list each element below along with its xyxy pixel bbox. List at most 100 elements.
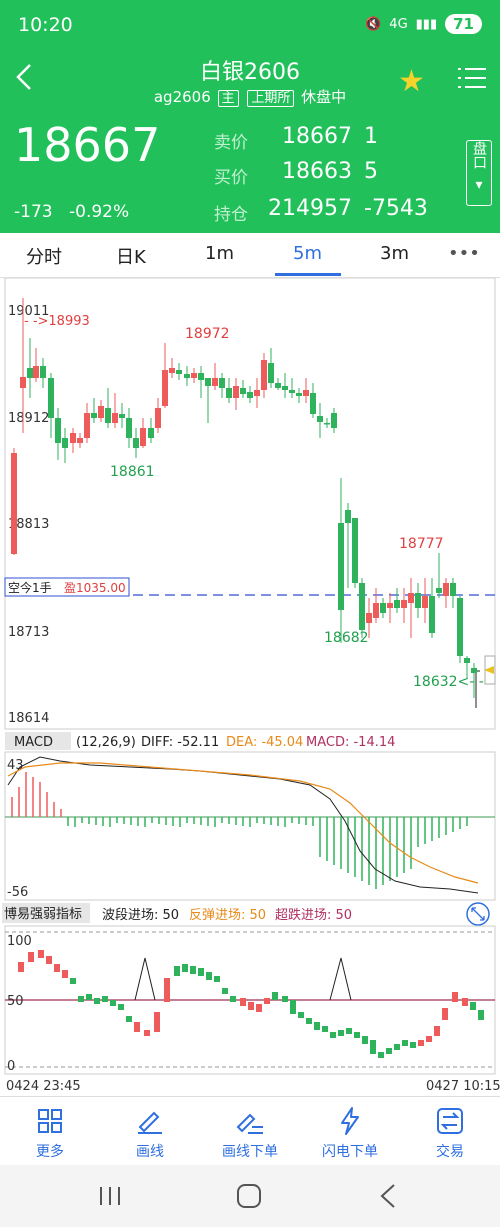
tab-1m[interactable]: 1m: [205, 243, 234, 264]
ind-bar-5: [62, 970, 68, 978]
trade-label: 交易: [436, 1144, 464, 1160]
tab-fenshi[interactable]: 分时: [26, 247, 62, 268]
candle-11: [91, 398, 97, 423]
ind-bar-9: [94, 998, 100, 1004]
indicator-s1: 波段进场: 50: [102, 908, 179, 923]
draw-order-label: 画线下单: [222, 1144, 278, 1160]
candle-36: [268, 348, 274, 388]
status-icons: 🔇 4G ▮▮▮ 71: [365, 14, 482, 34]
ind-bar-46: [402, 1040, 408, 1046]
candle-43: [317, 403, 323, 438]
ind-bar-36: [322, 1026, 328, 1032]
candle-34: [254, 378, 260, 408]
strength-indicator-panel[interactable]: 博易强弱指标 波段进场: 50 反弹进场: 50 超跌进场: 50 100 50…: [0, 902, 500, 1094]
ind-bar-33: [298, 1012, 304, 1018]
ind-bar-23: [214, 976, 220, 982]
bid-label: 买价: [214, 168, 248, 188]
pankou-button[interactable]: 盘口▾: [466, 140, 492, 206]
candle-15: [119, 403, 125, 428]
grid-icon: [38, 1109, 62, 1133]
macd-panel[interactable]: MACD (12,26,9) DIFF: -52.11 DEA: -45.04 …: [0, 731, 500, 901]
flash-order-button[interactable]: 闪电下单: [300, 1105, 400, 1161]
candle-32: [240, 380, 246, 398]
ind-bar-38: [338, 1030, 344, 1036]
candle-57: [415, 583, 421, 618]
ind-bar-45: [394, 1044, 400, 1050]
candle-52: [380, 598, 386, 618]
favorite-star-icon[interactable]: ★: [398, 64, 425, 99]
ind-bar-53: [462, 998, 468, 1006]
candle-10: [84, 403, 90, 443]
indicator-s3: 超跌进场: 50: [275, 907, 352, 923]
candle-37: [275, 378, 281, 390]
ind-bar-3: [46, 956, 52, 964]
time-end: 0427 10:15: [426, 1079, 500, 1094]
anno-last: 18632<- -: [413, 674, 484, 690]
indicator-name[interactable]: 博易强弱指标: [4, 907, 82, 922]
ind-bar-40: [354, 1032, 360, 1038]
candle-60: [436, 553, 442, 598]
candle-58: [422, 578, 428, 623]
candle-19: [148, 418, 154, 443]
more-label: 更多: [36, 1144, 64, 1160]
draw-line-button[interactable]: 画线: [100, 1105, 200, 1161]
macd-value: MACD: -14.14: [306, 735, 395, 750]
ind-bar-34: [306, 1018, 312, 1024]
back-nav-icon[interactable]: [378, 1183, 398, 1209]
draw-order-button[interactable]: 画线下单: [200, 1105, 300, 1161]
ind-bar-52: [452, 992, 458, 1002]
ind-y-50: 50: [7, 994, 24, 1009]
trade-button[interactable]: 交易: [400, 1105, 500, 1161]
candle-6: [55, 408, 61, 460]
macd-histogram: [11, 772, 468, 889]
candlestick-chart[interactable]: 19011 18912 18813 18713 18614 空今1手 盈1035…: [0, 278, 500, 730]
home-icon[interactable]: [236, 1183, 262, 1209]
macd-name[interactable]: MACD: [14, 735, 53, 750]
candle-48: [352, 518, 358, 588]
candle-1: [20, 298, 26, 433]
signal-icon: ▮▮▮: [415, 16, 438, 32]
ind-bar-31: [282, 996, 288, 1002]
y-tick-18713: 18713: [8, 625, 49, 640]
candle-59: [429, 578, 435, 638]
position-label: 空今1手: [8, 580, 52, 595]
lightning-icon: [341, 1107, 359, 1135]
oi-label: 持仓: [214, 205, 248, 225]
ind-bar-17: [164, 978, 170, 1002]
candle-28: [212, 363, 218, 390]
macd-params: (12,26,9): [76, 735, 136, 750]
ind-bar-35: [314, 1022, 320, 1030]
market-status: 休盘中: [301, 88, 347, 106]
ask-volume: 1: [364, 124, 378, 149]
candle-53: [387, 593, 393, 623]
y-tick-18912: 18912: [8, 411, 49, 426]
ask-price: 18667: [282, 124, 352, 149]
ind-bar-11: [110, 1000, 116, 1006]
candle-25: [191, 368, 197, 383]
position-pnl: 盈1035.00: [64, 581, 126, 595]
candle-42: [310, 383, 316, 418]
candle-3: [33, 348, 39, 382]
ind-bar-0: [18, 962, 24, 972]
back-icon[interactable]: [10, 62, 40, 92]
recent-apps-icon[interactable]: [98, 1185, 122, 1207]
more-tabs-button[interactable]: •••: [448, 243, 480, 264]
more-button[interactable]: 更多: [0, 1105, 100, 1161]
anno-high-mark: - ->18993: [24, 314, 90, 329]
tab-daily-k[interactable]: 日K: [116, 247, 146, 268]
ind-bar-37: [330, 1032, 336, 1038]
ind-y-100: 100: [7, 934, 32, 949]
y-tick-19011: 19011: [8, 304, 49, 319]
system-nav-bar: [0, 1165, 500, 1227]
menu-icon[interactable]: [458, 66, 486, 90]
candle-13: [105, 388, 111, 428]
bottom-toolbar: 更多 画线 画线下单 闪电下单 交易: [0, 1096, 500, 1165]
mute-icon: 🔇: [365, 16, 382, 32]
ind-bar-55: [478, 1010, 484, 1020]
candle-63: [457, 596, 463, 663]
macd-y-bottom: -56: [7, 885, 28, 900]
exchange-icon: [437, 1108, 463, 1134]
tab-3m[interactable]: 3m: [380, 243, 409, 264]
pankou-label: 盘口: [471, 141, 487, 169]
tab-5m[interactable]: 5m: [293, 243, 322, 264]
